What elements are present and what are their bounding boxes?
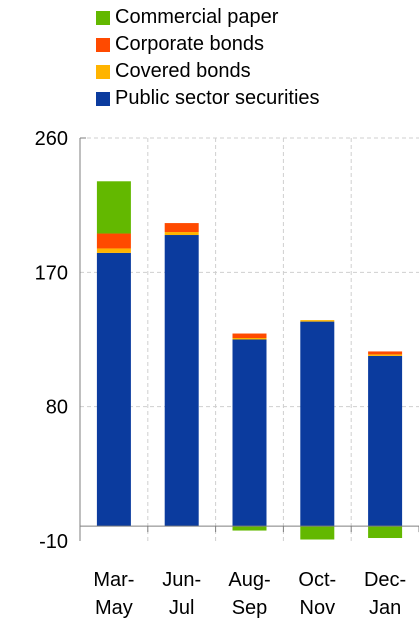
y-tick-label: 260 <box>35 128 68 150</box>
bar-segment <box>232 338 267 340</box>
bars <box>96 181 403 540</box>
bar-segment <box>232 339 267 527</box>
bar-segment <box>96 233 131 249</box>
bar-segment <box>96 248 131 253</box>
labels: -10 80 170 260 Mar- May Jun- Jul Aug- Sep Oct- Nov D… <box>35 128 407 619</box>
x-tick-label: Jan <box>369 597 401 619</box>
x-tick-label: Nov <box>300 597 336 619</box>
y-tick-label: 170 <box>35 262 68 284</box>
bar-segment <box>300 320 335 322</box>
legend-swatch <box>96 91 110 106</box>
x-tick-label: Jun- <box>162 569 201 591</box>
legend-label: Public sector securities <box>115 87 320 109</box>
legend-item: Commercial paper <box>96 4 320 31</box>
y-tick-label: 80 <box>46 397 68 419</box>
bar-segment <box>368 354 403 356</box>
legend-swatch <box>96 64 110 79</box>
legend-label: Covered bonds <box>115 60 251 82</box>
bar-segment <box>300 321 335 527</box>
legend: Commercial paper Corporate bonds Covered b… <box>96 4 320 112</box>
bar-segment <box>164 232 199 236</box>
x-tick-label: May <box>95 597 133 619</box>
legend-item: Corporate bonds <box>96 31 320 58</box>
bar-segment <box>96 252 131 527</box>
x-tick-label: Dec- <box>364 569 406 591</box>
legend-item: Covered bonds <box>96 58 320 85</box>
bar-segment <box>164 223 199 233</box>
x-tick-label: Mar- <box>93 569 134 591</box>
bar-segment <box>368 355 403 527</box>
bar-segment <box>300 526 335 540</box>
x-tick-label: Oct- <box>298 569 336 591</box>
legend-label: Commercial paper <box>115 6 279 28</box>
bar-segment <box>96 181 131 234</box>
x-tick-label: Jul <box>169 597 195 619</box>
x-tick-label: Aug- <box>228 569 270 591</box>
bar-segment <box>232 526 267 531</box>
bar-segment <box>368 526 403 539</box>
y-tick-label: -10 <box>39 531 68 553</box>
axes <box>79 137 419 541</box>
bar-segment <box>164 235 199 527</box>
legend-swatch <box>96 10 110 25</box>
bar-segment <box>368 351 403 355</box>
legend-item: Public sector securities <box>96 85 320 112</box>
legend-label: Corporate bonds <box>115 33 264 55</box>
x-tick-label: Sep <box>232 597 268 619</box>
bar-segment <box>232 333 267 339</box>
legend-swatch <box>96 37 110 52</box>
